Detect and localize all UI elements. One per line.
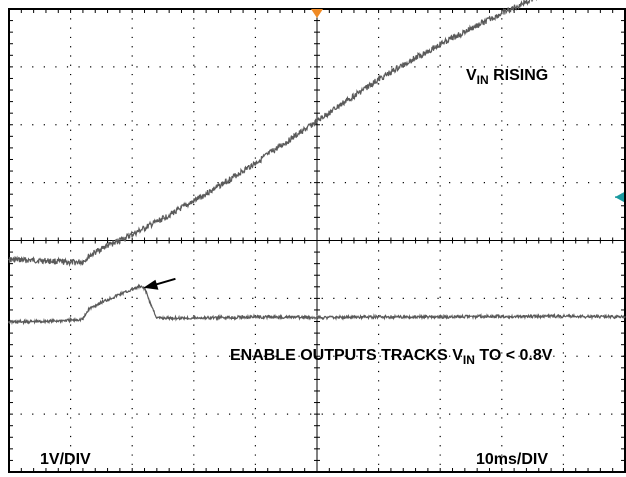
data-point [501, 12, 503, 15]
annotation-vin-sub: IN [476, 73, 489, 87]
data-point [8, 258, 10, 261]
data-point [100, 301, 103, 304]
annotation-vin-rising: VIN RISING [466, 67, 549, 87]
trace-enable-outputs [8, 283, 626, 326]
data-point [45, 260, 47, 262]
data-point [254, 316, 257, 318]
annotation-enable-sub: IN [462, 353, 475, 367]
data-point [624, 316, 626, 318]
annotation-enable-after: TO < 0.8V [474, 347, 553, 364]
data-point [562, 315, 565, 318]
data-point [162, 217, 164, 220]
annotation-vin-main: V [466, 67, 477, 84]
data-point [254, 162, 257, 164]
data-point [193, 317, 195, 319]
time-per-div-label: 10ms/DIV [476, 451, 549, 468]
traces [8, 0, 626, 326]
data-point [470, 27, 472, 30]
volts-per-div-label: 1V/DIV [40, 451, 91, 468]
data-point [193, 200, 195, 202]
data-point [347, 99, 349, 101]
data-point [119, 293, 121, 296]
data-point [82, 318, 84, 321]
data-point [69, 261, 72, 264]
data-point [69, 319, 72, 322]
data-point [131, 233, 133, 236]
data-point [156, 317, 158, 319]
data-point [223, 181, 226, 184]
data-point [8, 321, 10, 323]
data-point [39, 320, 41, 323]
trigger-marker-icon [311, 9, 323, 18]
data-point [316, 120, 318, 123]
annotation-enable-main: ENABLE OUTPUTS TRACKS V [230, 347, 463, 364]
data-point [377, 78, 380, 81]
annotation-vin-after: RISING [488, 67, 549, 84]
data-point [439, 43, 442, 46]
data-point [316, 316, 318, 319]
data-point [149, 303, 152, 306]
markers [311, 9, 624, 203]
annotation-arrow-head-icon [143, 279, 159, 290]
annotations [143, 277, 176, 290]
trace-vin [8, 0, 537, 267]
data-point [501, 315, 503, 318]
grid [8, 8, 626, 473]
data-point [408, 60, 411, 62]
data-point [88, 308, 90, 310]
data-point [439, 316, 442, 318]
data-point [82, 261, 84, 263]
data-point [377, 316, 380, 318]
data-point [137, 286, 140, 288]
data-point [100, 247, 103, 250]
data-point [88, 255, 90, 257]
data-point [131, 288, 133, 291]
data-point [285, 141, 288, 143]
annotation-enable-tracks: ENABLE OUTPUTS TRACKS VIN TO < 0.8V [230, 347, 553, 367]
